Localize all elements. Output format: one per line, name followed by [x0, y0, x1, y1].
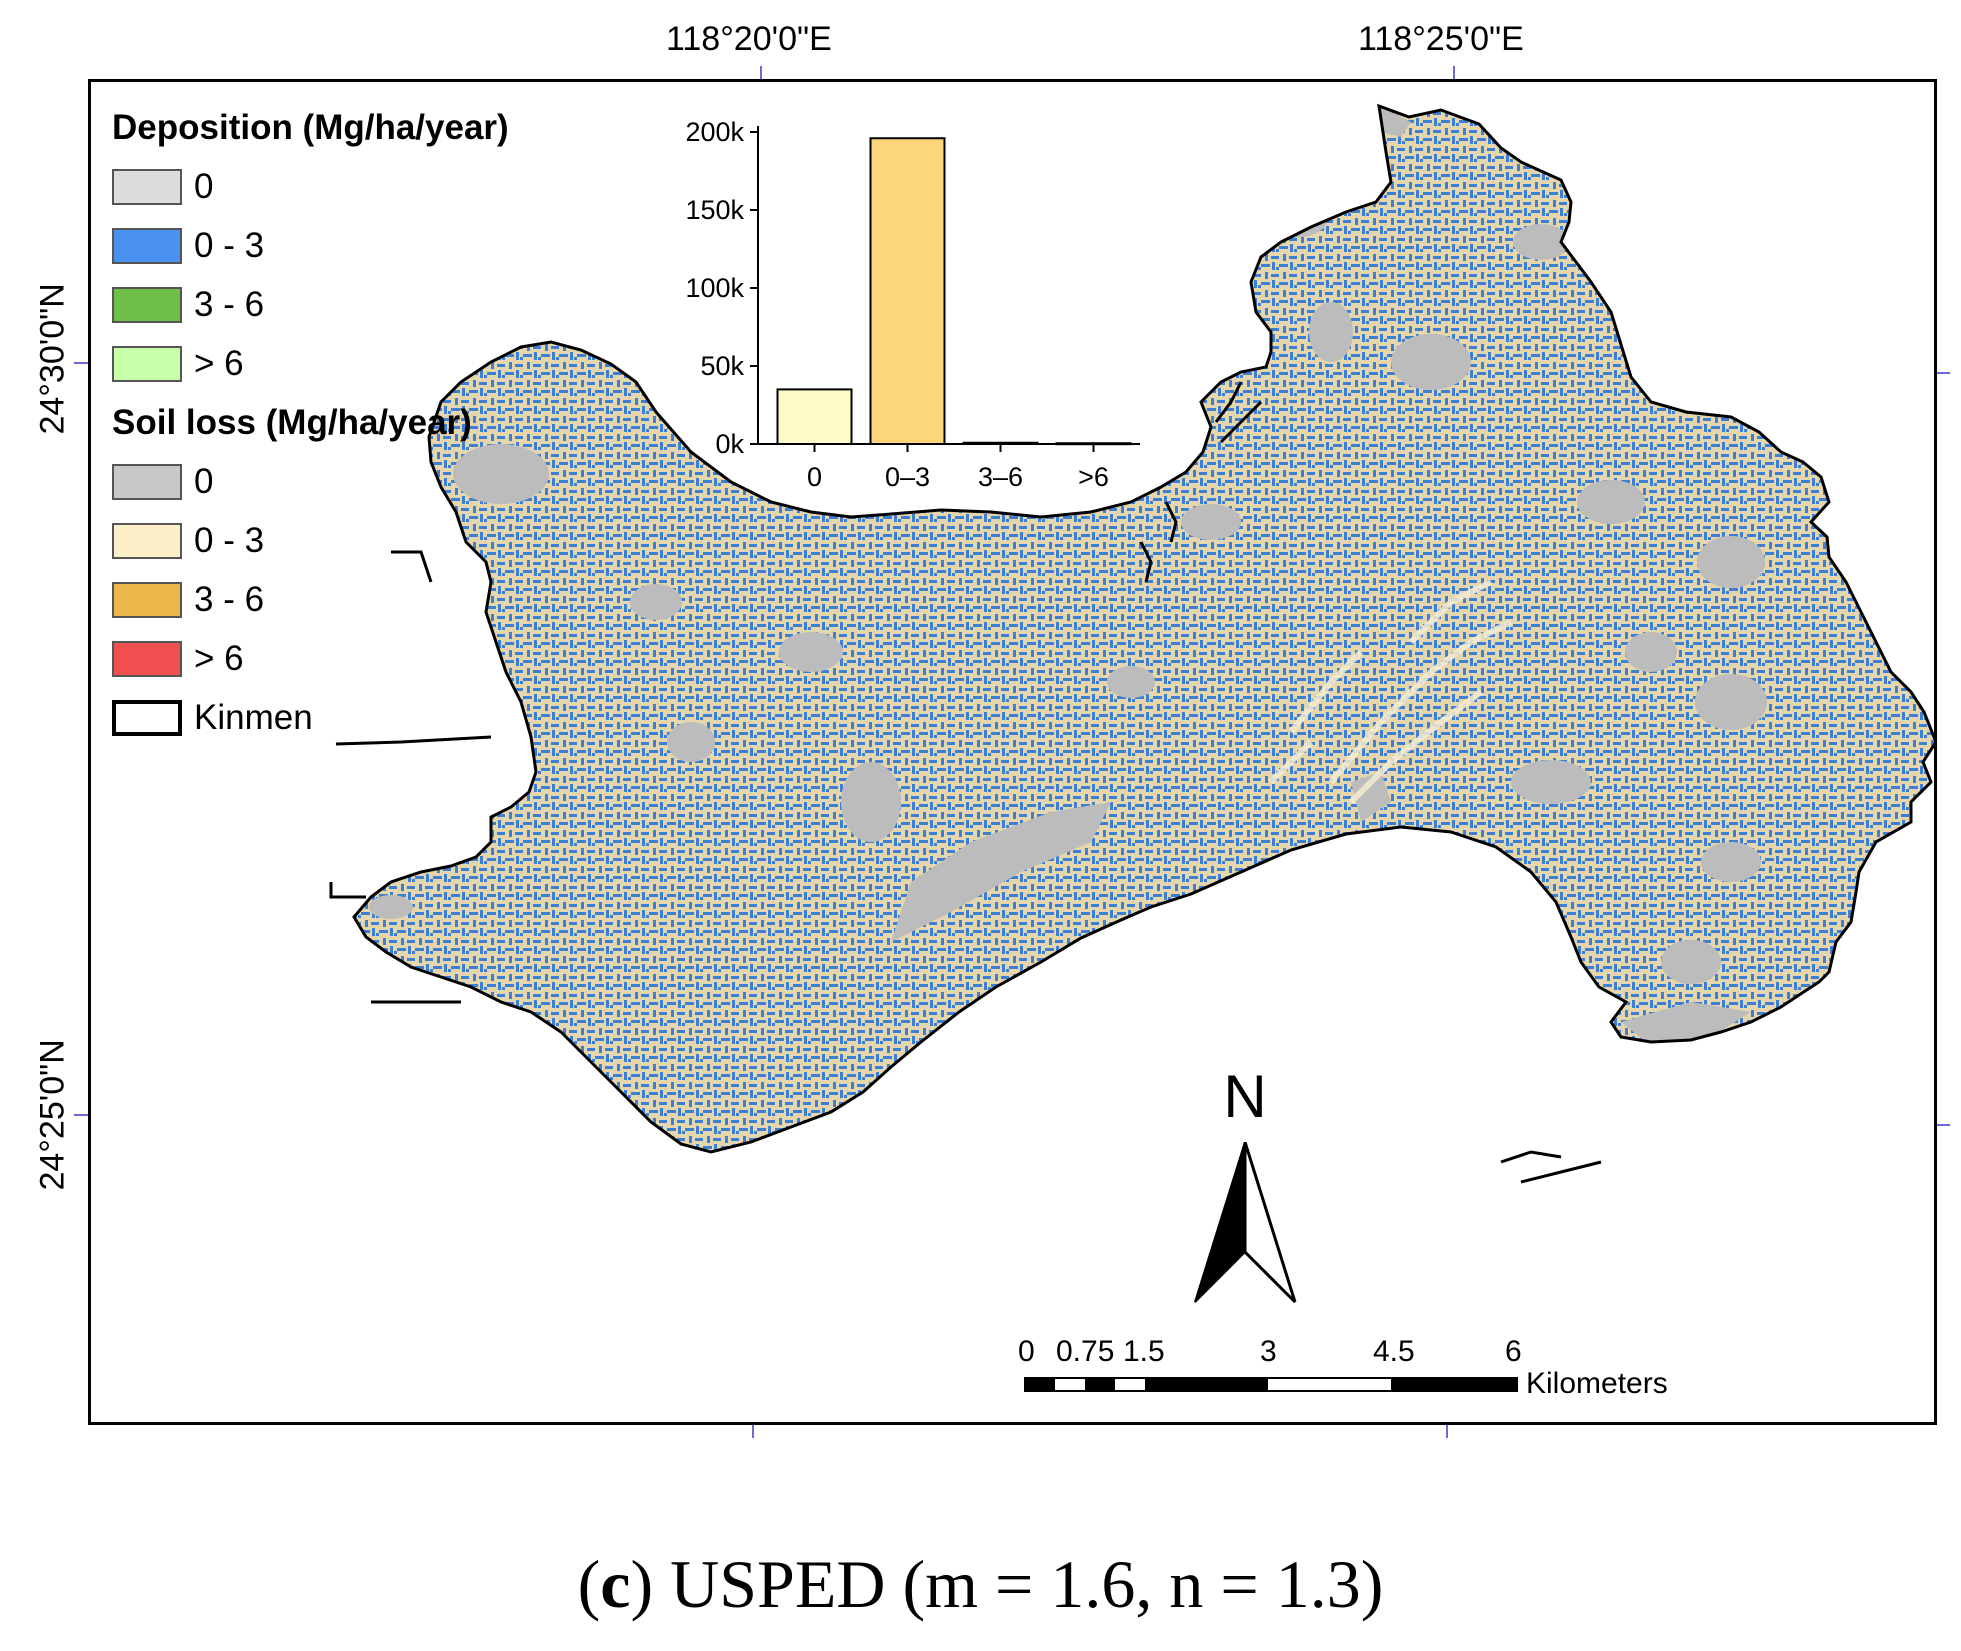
north-label: N [1223, 1063, 1267, 1130]
y-tick-label: 0k [715, 429, 744, 459]
legend-swatch [112, 169, 182, 205]
legend-swatch [112, 523, 182, 559]
caption-text: USPED (m = 1.6, n = 1.3) [670, 1546, 1384, 1622]
x-tick-label: >6 [1078, 462, 1109, 492]
north-arrow: N [1185, 1063, 1305, 1310]
piers [329, 381, 1602, 1184]
legend-swatch [112, 287, 182, 323]
legend-label: > 6 [194, 344, 244, 383]
north-arrow-icon [1194, 1142, 1297, 1304]
legend-item-deposition-gt6: > 6 [112, 344, 244, 384]
graticule-tick [752, 1424, 754, 1438]
legend-item-soil-loss-0-3: 0 - 3 [112, 521, 264, 561]
legend-swatch [112, 582, 182, 618]
legend-label: 3 - 6 [194, 580, 265, 619]
x-tick-label: 0 [807, 462, 822, 492]
legend-label: > 6 [194, 639, 244, 678]
legend-swatch [112, 346, 182, 382]
graticule-tick [1446, 1424, 1448, 1438]
scale-bar: 0 0.75 1.5 3 4.5 6 Kilometers [1018, 1335, 1668, 1400]
ridge-shading [1268, 579, 1513, 805]
map-frame [88, 79, 1937, 1425]
island-land [354, 106, 1934, 1152]
legend-item-deposition-0-3: 0 - 3 [112, 226, 264, 266]
scale-bar-graphic [1024, 1377, 1518, 1392]
longitude-label-1: 118°20'0"E [666, 20, 832, 58]
scale-tick-label: 4.5 [1373, 1335, 1415, 1368]
kinmen-boundary [352, 103, 1934, 1154]
bar-0 [776, 388, 853, 445]
graticule-tick [1453, 66, 1455, 80]
legend-label: 3 - 6 [194, 285, 265, 324]
graticule-tick [74, 1114, 88, 1116]
scale-tick-label: 0.75 [1056, 1335, 1115, 1368]
legend-item-soil-loss-3-6: 3 - 6 [112, 580, 264, 620]
legend-label: Kinmen [194, 698, 313, 737]
legend-swatch [112, 641, 182, 677]
legend-swatch [112, 228, 182, 264]
scale-tick-label: 6 [1505, 1335, 1522, 1368]
graticule-tick [760, 66, 762, 80]
legend-item-soil-loss-0: 0 [112, 462, 213, 502]
kinmen-map [329, 103, 1934, 1184]
y-tick-label: 150k [685, 195, 744, 225]
scale-unit-label: Kilometers [1526, 1367, 1668, 1400]
legend-item-deposition-0: 0 [112, 167, 213, 207]
latitude-label-2: 24°25'0"N [33, 1039, 72, 1191]
legend-swatch [112, 464, 182, 500]
longitude-label-2: 118°25'0"E [1358, 20, 1524, 58]
soil-loss-legend-title: Soil loss (Mg/ha/year) [112, 403, 472, 442]
deposition-legend-title: Deposition (Mg/ha/year) [112, 108, 509, 147]
caption-letter: c [600, 1546, 631, 1622]
legend-swatch-boundary [112, 700, 182, 736]
legend-item-kinmen-boundary: Kinmen [112, 698, 313, 738]
graticule-tick [1936, 372, 1950, 374]
legend-item-deposition-3-6: 3 - 6 [112, 285, 264, 325]
bar-1 [869, 137, 946, 446]
scale-tick-label: 1.5 [1123, 1335, 1165, 1368]
legend-label: 0 - 3 [194, 521, 265, 560]
y-tick-label: 100k [685, 273, 744, 303]
scale-tick-label: 0 [1018, 1335, 1035, 1368]
graticule-tick [74, 362, 88, 364]
figure-caption: (c) USPED (m = 1.6, n = 1.3) [577, 1546, 1384, 1622]
bar-2 [962, 441, 1039, 446]
x-tick-label: 3–6 [978, 462, 1023, 492]
legend-label: 0 [194, 167, 214, 206]
latitude-label-1: 24°30'0"N [33, 283, 72, 435]
x-tick-label: 0–3 [885, 462, 930, 492]
legend-label: 0 - 3 [194, 226, 265, 265]
y-tick-label: 200k [685, 118, 744, 147]
y-tick-label: 50k [700, 351, 744, 381]
inset-bar-chart: 0k 50k 100k 150k 200k 0 0–3 3–6 >6 [685, 118, 1140, 492]
legend-label: 0 [194, 462, 214, 501]
graticule-tick [1936, 1124, 1950, 1126]
scale-tick-label: 3 [1260, 1335, 1277, 1368]
legend-item-soil-loss-gt6: > 6 [112, 639, 244, 679]
